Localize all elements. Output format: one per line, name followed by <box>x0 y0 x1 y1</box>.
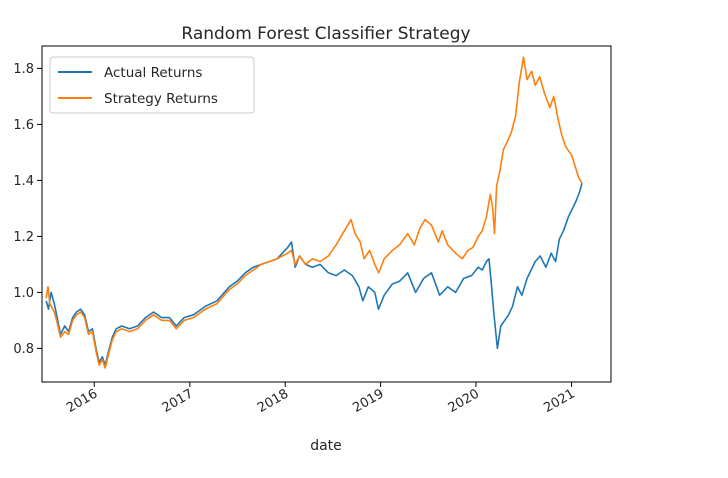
y-tick-label: 1.2 <box>13 230 34 245</box>
y-tick-label: 1.0 <box>13 286 34 301</box>
y-tick-label: 1.6 <box>13 118 34 133</box>
plot-frame <box>41 45 612 383</box>
x-axis: 2016 2017 2018 2019 2020 2021 <box>64 382 578 416</box>
x-tick-label: 2019 <box>350 386 386 416</box>
series-line-actual-returns <box>45 182 583 366</box>
x-tick-label: 2021 <box>541 386 577 416</box>
legend-box <box>49 56 255 114</box>
legend: Actual Returns Strategy Returns <box>49 56 255 114</box>
series-line-strategy-returns <box>45 56 583 369</box>
chart-title: Random Forest Classifier Strategy <box>181 24 470 44</box>
x-tick-label: 2016 <box>64 386 100 416</box>
plot-lines <box>45 56 583 369</box>
x-tick-label: 2017 <box>160 386 196 416</box>
y-tick-label: 1.4 <box>13 174 34 189</box>
y-tick-label: 0.8 <box>13 342 34 357</box>
legend-label-strategy-returns: Strategy Returns <box>104 91 218 107</box>
legend-label-actual-returns: Actual Returns <box>104 65 202 81</box>
x-tick-label: 2018 <box>255 386 291 416</box>
y-axis: 0.8 1.0 1.2 1.4 1.6 1.8 <box>13 62 42 357</box>
y-tick-label: 1.8 <box>13 62 34 77</box>
x-tick-label: 2020 <box>446 386 482 416</box>
x-axis-label: date <box>310 438 342 454</box>
